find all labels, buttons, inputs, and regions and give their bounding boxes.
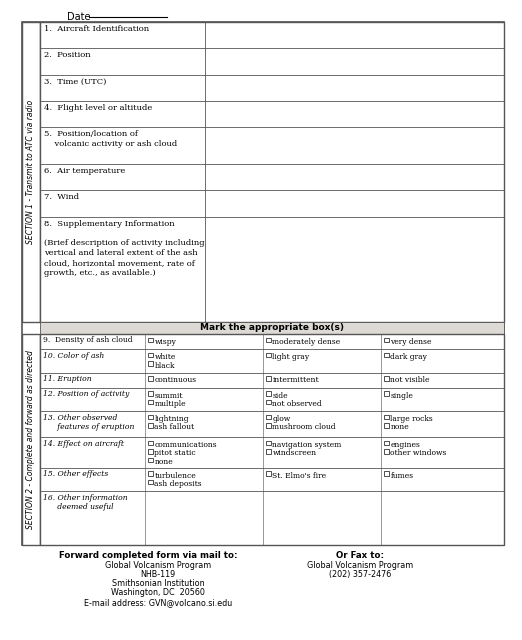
Text: none: none bbox=[390, 423, 409, 431]
Bar bbox=[148, 392, 152, 396]
Bar bbox=[384, 441, 388, 445]
Text: Global Volcanism Program: Global Volcanism Program bbox=[105, 561, 211, 570]
Text: very dense: very dense bbox=[390, 338, 432, 346]
Text: 7.  Wind: 7. Wind bbox=[44, 193, 79, 202]
Text: intermittent: intermittent bbox=[272, 376, 319, 384]
Bar bbox=[40, 334, 504, 545]
Bar bbox=[148, 449, 152, 454]
Text: lightning: lightning bbox=[155, 415, 189, 423]
Text: ash fallout: ash fallout bbox=[155, 423, 195, 431]
Text: Smithsonian Institution: Smithsonian Institution bbox=[112, 579, 204, 588]
Bar bbox=[266, 376, 270, 381]
Text: St. Elmo's fire: St. Elmo's fire bbox=[272, 472, 327, 480]
Bar bbox=[266, 423, 270, 428]
Bar bbox=[266, 449, 270, 454]
Text: wispy: wispy bbox=[155, 338, 176, 346]
Text: not observed: not observed bbox=[272, 400, 322, 408]
Text: (202) 357-2476: (202) 357-2476 bbox=[329, 570, 391, 579]
Text: 3.  Time (UTC): 3. Time (UTC) bbox=[44, 77, 106, 86]
Text: black: black bbox=[155, 362, 175, 370]
Text: multiple: multiple bbox=[155, 400, 186, 408]
Bar bbox=[148, 423, 152, 428]
Text: 5.  Position/location of
    volcanic activity or ash cloud: 5. Position/location of volcanic activit… bbox=[44, 131, 177, 148]
Bar bbox=[148, 400, 152, 404]
Bar bbox=[148, 376, 152, 381]
Bar bbox=[384, 449, 388, 454]
Text: 12. Position of activity: 12. Position of activity bbox=[43, 390, 129, 399]
Bar bbox=[148, 415, 152, 419]
Text: 9.  Density of ash cloud: 9. Density of ash cloud bbox=[43, 337, 133, 344]
Bar bbox=[148, 472, 152, 476]
Text: 4.  Flight level or altitude: 4. Flight level or altitude bbox=[44, 104, 152, 112]
Text: fumes: fumes bbox=[390, 472, 413, 480]
Bar bbox=[384, 376, 388, 381]
Text: single: single bbox=[390, 392, 413, 400]
Text: E-mail address: GVN@volcano.si.edu: E-mail address: GVN@volcano.si.edu bbox=[84, 598, 232, 607]
Text: mushroom cloud: mushroom cloud bbox=[272, 423, 336, 431]
Text: Forward completed form via mail to:: Forward completed form via mail to: bbox=[59, 551, 238, 560]
Text: none: none bbox=[155, 458, 173, 466]
Text: NHB-119: NHB-119 bbox=[140, 570, 175, 579]
Text: Date: Date bbox=[67, 12, 90, 22]
Bar bbox=[384, 392, 388, 396]
Text: Or Fax to:: Or Fax to: bbox=[336, 551, 384, 560]
Bar bbox=[40, 322, 504, 334]
Text: navigation system: navigation system bbox=[272, 441, 342, 449]
Text: other windows: other windows bbox=[390, 449, 447, 458]
Text: light gray: light gray bbox=[272, 353, 310, 361]
Bar bbox=[266, 415, 270, 419]
Bar bbox=[22, 22, 40, 322]
Bar bbox=[148, 458, 152, 462]
Text: 16. Other information
      deemed useful: 16. Other information deemed useful bbox=[43, 493, 127, 511]
Text: communications: communications bbox=[155, 441, 217, 449]
Bar bbox=[266, 337, 270, 342]
Bar bbox=[384, 353, 388, 357]
Bar bbox=[148, 480, 152, 484]
Text: turbulence: turbulence bbox=[155, 472, 196, 480]
Bar bbox=[22, 22, 504, 545]
Text: SECTION 1 - Transmit to ATC via radio: SECTION 1 - Transmit to ATC via radio bbox=[27, 100, 35, 244]
Bar bbox=[384, 415, 388, 419]
Text: 14. Effect on aircraft: 14. Effect on aircraft bbox=[43, 440, 124, 448]
Text: engines: engines bbox=[390, 441, 420, 449]
Text: Mark the appropriate box(s): Mark the appropriate box(s) bbox=[200, 323, 344, 333]
Bar bbox=[148, 337, 152, 342]
Text: 11. Eruption: 11. Eruption bbox=[43, 375, 92, 383]
Text: ash deposits: ash deposits bbox=[155, 480, 202, 488]
Bar bbox=[40, 22, 504, 322]
Bar bbox=[148, 441, 152, 445]
Text: 10. Color of ash: 10. Color of ash bbox=[43, 352, 104, 360]
Bar bbox=[266, 392, 270, 396]
Text: 13. Other observed
      features of eruption: 13. Other observed features of eruption bbox=[43, 413, 134, 431]
Text: Washington, DC  20560: Washington, DC 20560 bbox=[111, 588, 205, 597]
Text: Global Volcanism Program: Global Volcanism Program bbox=[307, 561, 413, 570]
Text: 8.  Supplementary Information

(Brief description of activity including
vertical: 8. Supplementary Information (Brief desc… bbox=[44, 220, 205, 276]
Text: moderately dense: moderately dense bbox=[272, 338, 341, 346]
Bar bbox=[266, 441, 270, 445]
Bar bbox=[384, 472, 388, 476]
Bar bbox=[266, 400, 270, 404]
Bar bbox=[384, 337, 388, 342]
Text: summit: summit bbox=[155, 392, 183, 400]
Bar bbox=[148, 362, 152, 366]
Text: 2.  Position: 2. Position bbox=[44, 51, 91, 60]
Bar bbox=[266, 353, 270, 357]
Text: windscreen: windscreen bbox=[272, 449, 317, 458]
Text: 15. Other effects: 15. Other effects bbox=[43, 470, 108, 479]
Text: large rocks: large rocks bbox=[390, 415, 433, 423]
Text: SECTION 2 - Complete and forward as directed: SECTION 2 - Complete and forward as dire… bbox=[27, 350, 35, 529]
Bar bbox=[22, 334, 40, 545]
Text: 1.  Aircraft Identification: 1. Aircraft Identification bbox=[44, 25, 149, 33]
Bar bbox=[384, 423, 388, 428]
Text: side: side bbox=[272, 392, 288, 400]
Bar bbox=[148, 353, 152, 357]
Text: dark gray: dark gray bbox=[390, 353, 428, 361]
Text: continuous: continuous bbox=[155, 376, 197, 384]
Text: 6.  Air temperature: 6. Air temperature bbox=[44, 167, 125, 175]
Text: pitot static: pitot static bbox=[155, 449, 196, 458]
Text: glow: glow bbox=[272, 415, 291, 423]
Text: not visible: not visible bbox=[390, 376, 430, 384]
Text: white: white bbox=[155, 353, 176, 361]
Bar bbox=[266, 472, 270, 476]
